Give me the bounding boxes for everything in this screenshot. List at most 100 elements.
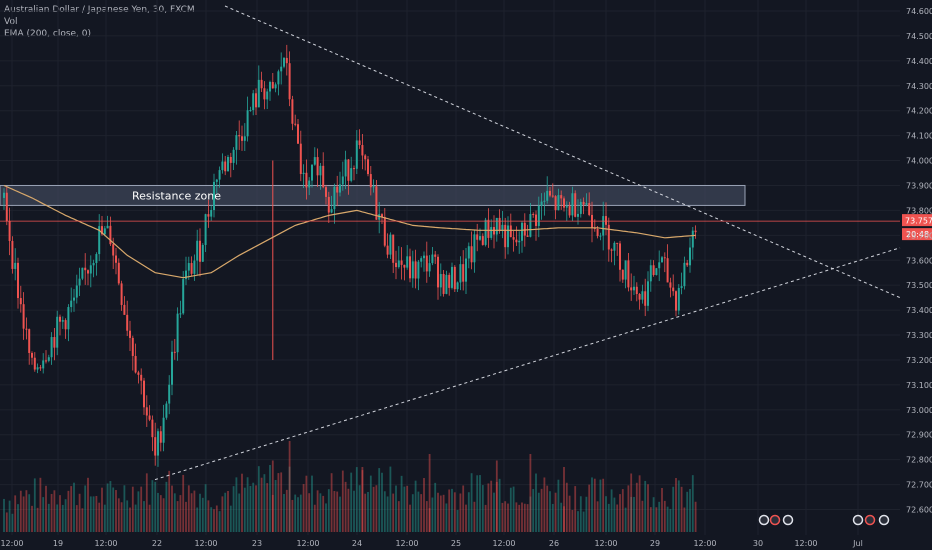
- ema-indicator-label[interactable]: EMA (200, close, 0): [4, 29, 92, 39]
- volume-bar: [260, 477, 263, 532]
- candle-body: [243, 136, 246, 141]
- candle-body: [445, 274, 448, 294]
- candle-body: [137, 372, 140, 375]
- resistance-zone-label: Resistance zone: [132, 189, 221, 202]
- price-tick-label: 73.800: [906, 206, 932, 215]
- price-axis[interactable]: 74.600 74.500 74.400 74.300 74.200 74.100 74.0…: [906, 7, 932, 515]
- volume-bar: [467, 492, 470, 532]
- volume-bar: [277, 473, 280, 532]
- symbol-title[interactable]: Australian Dollar / Japanese Yen, 30, FX…: [4, 5, 195, 15]
- resistance-zone[interactable]: Resistance zone: [0, 184, 746, 206]
- volume-bar: [563, 506, 565, 532]
- volume-bar: [56, 504, 59, 532]
- volume-indicator-label[interactable]: Vol: [4, 17, 18, 27]
- candle-body: [585, 203, 588, 205]
- volume-bar: [495, 460, 498, 532]
- candle-body: [3, 192, 5, 198]
- volume-bar: [369, 475, 372, 532]
- volume-bar: [353, 490, 355, 532]
- trendlines[interactable]: [154, 5, 901, 481]
- candle-body: [543, 200, 546, 202]
- volume-bar: [523, 503, 526, 532]
- volume-bar: [439, 495, 442, 532]
- candle-body: [92, 262, 95, 266]
- volume-bar: [61, 504, 64, 532]
- volume-bar: [179, 495, 182, 532]
- volume-bar: [560, 502, 563, 532]
- candle-body: [411, 261, 414, 279]
- volume-bar: [39, 477, 42, 532]
- ascending-trendline: [154, 247, 901, 481]
- time-tick-label: 12:00: [94, 539, 117, 548]
- volume-bar: [134, 504, 137, 532]
- candle-body: [187, 263, 190, 271]
- last-price-tag: 73.757: [905, 217, 932, 226]
- volume-bar: [462, 485, 465, 532]
- time-tick-label: 12:00: [296, 539, 319, 548]
- volume-bar: [297, 497, 299, 532]
- volume-bar: [101, 487, 103, 532]
- candle-body: [255, 93, 257, 108]
- time-axis[interactable]: 12:00 19 12:00 22 12:00 23 12:00 24 12:00 25 12:00…: [0, 539, 862, 548]
- volume-bar: [641, 500, 644, 532]
- candle-body: [269, 81, 271, 92]
- candle-body: [67, 307, 70, 330]
- volume-bar: [677, 480, 680, 532]
- candle-body: [470, 246, 473, 263]
- volume-bar: [11, 513, 14, 532]
- volume-bar: [655, 507, 658, 532]
- volume-bar: [579, 496, 582, 532]
- volume-bar: [204, 484, 207, 532]
- volume-bar: [257, 466, 260, 532]
- volume-bar: [593, 478, 596, 532]
- volume-bar: [529, 496, 532, 532]
- volume-bar: [546, 485, 549, 532]
- volume-bar: [241, 473, 243, 532]
- volume-bar: [64, 499, 67, 532]
- volume-bar: [75, 505, 78, 532]
- event-markers[interactable]: [758, 514, 890, 526]
- volume-bar: [683, 507, 686, 532]
- volume-bar: [473, 501, 476, 532]
- candle-body: [151, 419, 154, 438]
- candle-body: [523, 222, 526, 236]
- volume-bar: [521, 502, 523, 532]
- candle-body: [381, 214, 383, 217]
- volume-bar: [563, 467, 565, 532]
- candle-body: [11, 240, 14, 269]
- candle-body: [8, 221, 11, 241]
- volume-bar: [210, 507, 213, 532]
- candle-body: [45, 360, 47, 362]
- event-icon: [769, 514, 781, 526]
- time-tick-label: 12:00: [693, 539, 716, 548]
- candle-body: [495, 217, 498, 235]
- candle-body: [64, 320, 67, 330]
- candle-body: [546, 190, 549, 201]
- candle-body: [42, 360, 45, 369]
- candle-body: [680, 286, 683, 288]
- volume-bar: [487, 483, 490, 532]
- candle-body: [213, 181, 215, 211]
- volume-bar: [73, 482, 75, 532]
- volume-bar: [574, 486, 577, 532]
- candle-body: [521, 222, 523, 241]
- price-tick-label: 74.200: [906, 107, 932, 116]
- volume-bar: [171, 485, 173, 532]
- candle-body: [148, 415, 151, 420]
- candle-body: [672, 287, 675, 292]
- volume-bar: [196, 507, 199, 532]
- volume-bar: [361, 470, 364, 532]
- candle-body: [540, 201, 543, 206]
- time-tick-label: 12:00: [0, 539, 23, 548]
- volume-bar: [137, 491, 140, 532]
- volume-bar: [479, 475, 481, 532]
- candle-body: [431, 254, 434, 264]
- candle-body: [61, 320, 64, 322]
- volume-bar: [630, 473, 633, 532]
- volume-bar: [549, 491, 551, 532]
- volume-bar: [540, 488, 543, 532]
- candle-body: [227, 156, 229, 172]
- candle-body: [397, 260, 400, 268]
- time-tick-label: 23: [252, 539, 262, 548]
